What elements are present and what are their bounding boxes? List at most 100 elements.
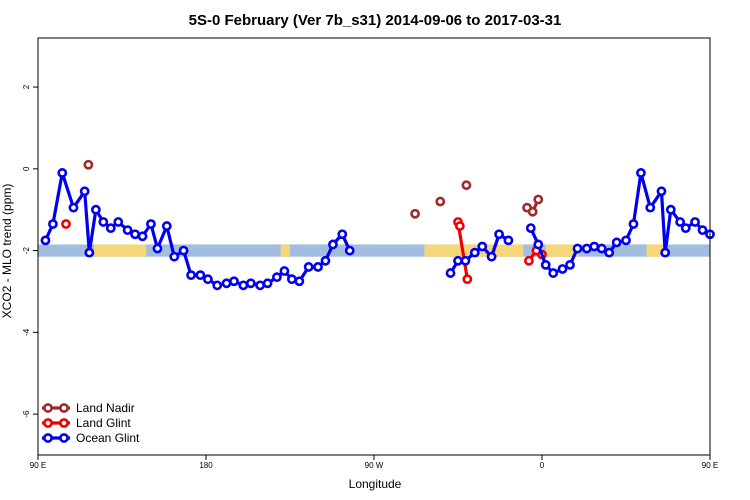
ocean-glint-point <box>697 225 708 236</box>
ocean-glint-point <box>303 262 314 272</box>
ocean-glint-point <box>113 217 124 227</box>
x-axis-title: Longitude <box>349 477 402 491</box>
ocean-glint-point <box>581 243 592 254</box>
x-tick-label: 90 E <box>30 461 46 470</box>
ocean-glint-point <box>262 278 273 289</box>
land-glint-point <box>524 255 534 266</box>
land-band-segment <box>280 244 290 257</box>
y-tick-label: -2 <box>22 246 31 254</box>
land-glint-point <box>61 219 71 229</box>
ocean-glint-point <box>636 168 646 178</box>
ocean-glint-point <box>675 217 686 227</box>
ocean-glint-point <box>272 272 282 283</box>
ocean-glint-point <box>656 186 667 197</box>
land-glint-point <box>462 274 473 285</box>
ocean-glint-point <box>611 237 622 248</box>
x-axis: 90 E 180 90 W 0 90 E <box>30 455 718 470</box>
ocean-glint-point <box>48 219 58 229</box>
ocean-glint-point <box>286 274 297 285</box>
ocean-glint-point <box>57 168 68 178</box>
x-tick-label: 0 <box>540 461 545 470</box>
legend-ocean-glint-marker <box>43 433 53 443</box>
ocean-glint-point <box>186 270 196 281</box>
ocean-glint-point <box>589 241 600 252</box>
ocean-glint-point <box>503 235 514 246</box>
ocean-glint-point <box>137 231 148 242</box>
ocean-glint-point <box>337 229 348 240</box>
legend-land-glint-marker <box>59 418 69 428</box>
ocean-glint-point <box>445 268 456 278</box>
ocean-glint-point <box>469 247 480 258</box>
land-nadir-point <box>83 159 94 170</box>
chart-title: 5S-0 February (Ver 7b_s31) 2014-09-06 to… <box>189 12 562 29</box>
ocean-glint-point <box>255 280 266 291</box>
ocean-glint-point <box>279 266 290 276</box>
ocean-glint-point <box>178 245 189 256</box>
ocean-glint-point <box>453 255 463 266</box>
ocean-glint-point <box>105 223 116 234</box>
ocean-glint-point <box>98 217 109 227</box>
y-tick-label: -4 <box>22 328 31 336</box>
legend-land-nadir-marker <box>43 403 53 413</box>
ocean-glint-point <box>122 225 133 236</box>
y-axis: 2 0 -2 -4 -6 <box>22 84 38 418</box>
ocean-glint-point <box>79 186 90 197</box>
ocean-glint-point <box>130 229 140 240</box>
ocean-glint-point <box>621 235 631 246</box>
land-glint-line <box>456 221 469 280</box>
ocean-glint-point <box>212 280 223 291</box>
ocean-glint-point <box>146 219 156 229</box>
x-tick-label: 90 W <box>365 461 384 470</box>
ocean-glint-point <box>202 274 213 285</box>
ocean-glint-point <box>533 239 544 250</box>
ocean-glint-point <box>665 204 676 215</box>
y-tick-label: 2 <box>22 84 31 89</box>
y-tick-label: 0 <box>22 166 31 171</box>
ocean-glint-point <box>572 243 583 254</box>
legend-land-nadir-label: Land Nadir <box>76 401 135 415</box>
ocean-glint-point <box>195 270 206 281</box>
ocean-glint-point <box>660 247 671 258</box>
ocean-glint-point <box>245 278 256 289</box>
ocean-glint-point <box>320 255 331 266</box>
y-axis-title: XCO2 - MLO trend (ppm) <box>0 184 14 319</box>
ocean-glint-point <box>229 276 239 287</box>
ocean-glint-point <box>344 245 355 256</box>
legend-land-glint-marker <box>43 418 53 428</box>
land-band-segment <box>646 244 664 257</box>
land-glint-point <box>454 221 465 231</box>
ocean-glint-point <box>460 255 471 266</box>
land-nadir-point <box>533 194 544 205</box>
ocean-glint-point <box>169 251 180 262</box>
land-band-segment <box>545 244 580 257</box>
ocean-glint-point <box>486 251 497 262</box>
ocean-glint-point <box>604 247 615 258</box>
ocean-glint-point <box>548 268 559 278</box>
legend-ocean-glint-marker <box>59 433 69 443</box>
land-nadir-point <box>435 196 446 207</box>
ocean-glint-point <box>645 202 656 213</box>
ocean-glint-point <box>680 223 691 234</box>
ocean-glint-point <box>68 202 79 213</box>
land-nadir-point <box>410 208 420 219</box>
ocean-glint-point <box>540 259 551 270</box>
ocean-glint-point <box>596 243 607 254</box>
land-band-segment <box>94 244 147 257</box>
ocean-glint-point <box>238 280 249 291</box>
legend-land-nadir-marker <box>59 403 69 413</box>
ocean-glint-point <box>690 217 700 227</box>
land-nadir-point <box>461 180 472 191</box>
ocean-glint-point <box>565 259 575 270</box>
ocean-glint-point <box>221 278 232 289</box>
ocean-glint-point <box>557 264 568 274</box>
legend-ocean-glint-label: Ocean Glint <box>76 431 140 445</box>
legend-land-glint-label: Land Glint <box>76 416 131 430</box>
ocean-glint-point <box>294 276 305 287</box>
x-tick-label: 90 E <box>702 461 718 470</box>
ocean-glint-point <box>628 219 639 229</box>
x-tick-label: 180 <box>199 461 213 470</box>
land-nadir-point <box>527 206 538 217</box>
ocean-glint-point <box>152 243 163 254</box>
